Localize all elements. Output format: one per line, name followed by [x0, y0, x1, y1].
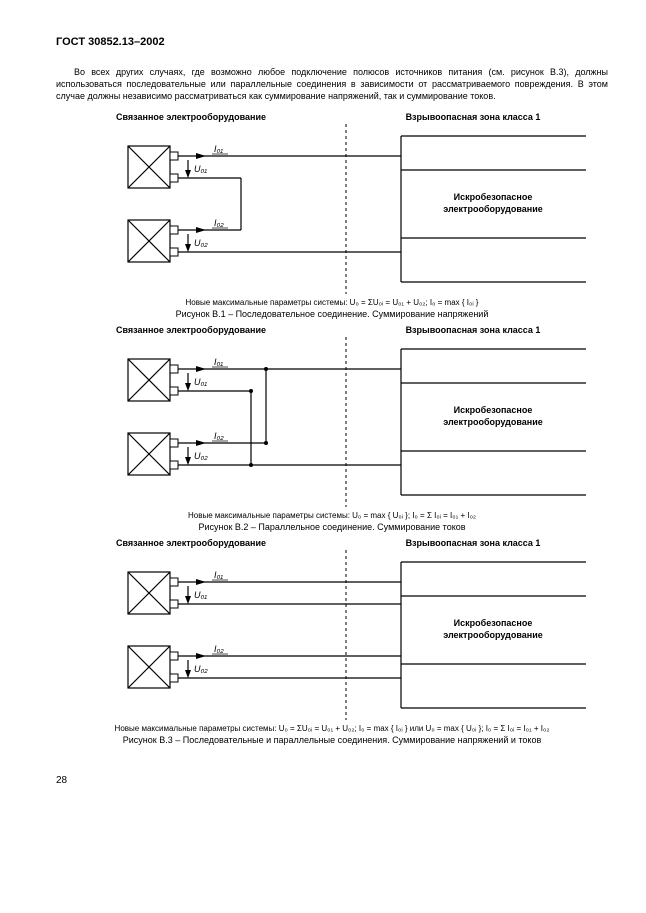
svg-text:I₀₁: I₀₁ — [214, 570, 223, 580]
fig2-params: Новые максимальные параметры системы: U₀… — [56, 511, 608, 520]
svg-text:Искробезопасноеэлектрооборудов: Искробезопасноеэлектрооборудование — [443, 618, 543, 640]
figure-b2: Связанное электрооборудование Взрывоопас… — [56, 325, 608, 532]
doc-number: ГОСТ 30852.13–2002 — [56, 36, 608, 48]
figure-b3: Связанное электрооборудование Взрывоопас… — [56, 538, 608, 745]
intro-paragraph: Во всех других случаях, где возможно люб… — [56, 66, 608, 102]
svg-text:U₀₂: U₀₂ — [194, 238, 208, 248]
fig1-left-title: Связанное электрооборудование — [56, 112, 326, 122]
fig3-params: Новые максимальные параметры системы: U₀… — [56, 724, 608, 733]
fig1-caption: Рисунок В.1 – Последовательное соединени… — [56, 309, 608, 319]
diagram-b2: I₀₁ U₀₁ I₀₂ U₀₂ — [56, 337, 596, 507]
svg-text:I₀₂: I₀₂ — [214, 644, 224, 654]
svg-text:U₀₂: U₀₂ — [194, 451, 208, 461]
svg-text:I₀₂: I₀₂ — [214, 431, 224, 441]
svg-text:Искробезопасноеэлектрооборудов: Искробезопасноеэлектрооборудование — [443, 192, 543, 214]
fig3-caption: Рисунок В.3 – Последовательные и паралле… — [56, 735, 608, 745]
fig2-left-title: Связанное электрооборудование — [56, 325, 326, 335]
diagram-b3: I₀₁ U₀₁ I₀₂ U₀₂ Искроб — [56, 550, 596, 720]
figure-b1: Связанное электрооборудование Взрывоопас… — [56, 112, 608, 319]
fig2-caption: Рисунок В.2 – Параллельное соединение. С… — [56, 522, 608, 532]
fig3-left-title: Связанное электрооборудование — [56, 538, 326, 548]
svg-text:U₀₂: U₀₂ — [194, 664, 208, 674]
svg-text:I₀₁: I₀₁ — [214, 144, 223, 154]
svg-text:U₀₁: U₀₁ — [194, 590, 207, 600]
diagram-b1: I₀₁ U₀₁ I₀₂ U₀₂ — [56, 124, 596, 294]
svg-text:U₀₁: U₀₁ — [194, 164, 207, 174]
svg-text:I₀₁: I₀₁ — [214, 357, 223, 367]
fig1-params: Новые максимальные параметры системы: U₀… — [56, 298, 608, 307]
fig3-right-title: Взрывоопасная зона класса 1 — [338, 538, 608, 548]
svg-text:U₀₁: U₀₁ — [194, 377, 207, 387]
fig1-right-title: Взрывоопасная зона класса 1 — [338, 112, 608, 122]
page-number: 28 — [56, 775, 608, 786]
fig2-right-title: Взрывоопасная зона класса 1 — [338, 325, 608, 335]
svg-text:I₀₂: I₀₂ — [214, 218, 224, 228]
svg-text:Искробезопасноеэлектрооборудов: Искробезопасноеэлектрооборудование — [443, 405, 543, 427]
